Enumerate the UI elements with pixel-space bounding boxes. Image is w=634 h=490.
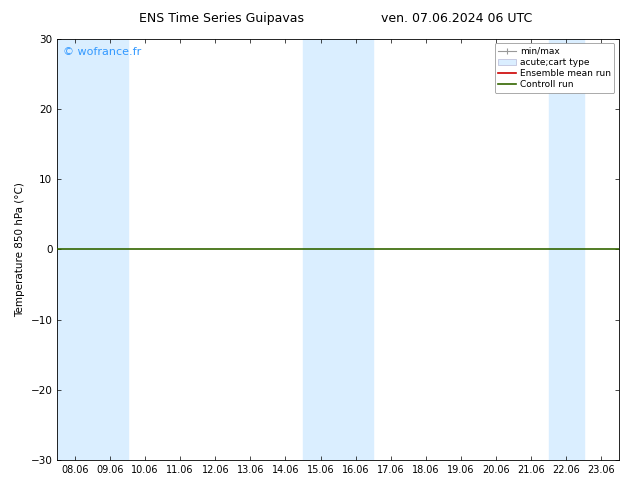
Bar — [93, 39, 127, 460]
Bar — [57, 39, 93, 460]
Bar — [338, 39, 373, 460]
Text: ENS Time Series Guipavas: ENS Time Series Guipavas — [139, 12, 304, 25]
Text: © wofrance.fr: © wofrance.fr — [63, 47, 141, 57]
Y-axis label: Temperature 850 hPa (°C): Temperature 850 hPa (°C) — [15, 182, 25, 317]
Legend: min/max, acute;cart type, Ensemble mean run, Controll run: min/max, acute;cart type, Ensemble mean … — [495, 43, 614, 93]
Bar — [549, 39, 584, 460]
Bar — [303, 39, 338, 460]
Text: ven. 07.06.2024 06 UTC: ven. 07.06.2024 06 UTC — [381, 12, 532, 25]
